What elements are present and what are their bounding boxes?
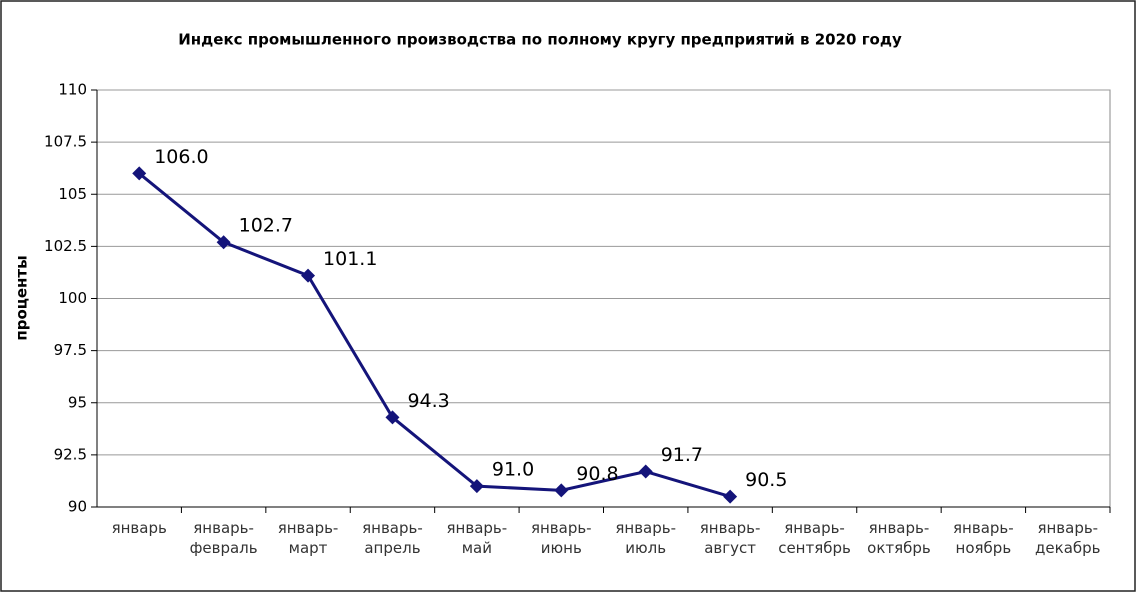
y-tick-label: 102.5: [44, 237, 87, 255]
x-tick-label: январь-апрель: [362, 519, 423, 557]
data-point: [554, 483, 569, 498]
x-tick-label: январь-март: [277, 519, 339, 557]
data-label: 91.0: [492, 459, 534, 481]
data-label: 106.0: [154, 146, 208, 168]
x-tick-label: январь-май: [446, 519, 508, 557]
data-point: [638, 464, 653, 479]
x-tick-label: январь-октябрь: [867, 519, 931, 557]
x-tick-label: январь-июль: [615, 519, 677, 557]
y-tick-label: 110: [58, 81, 87, 99]
y-tick-label: 97.5: [54, 341, 87, 359]
x-tick-label: январь-февраль: [189, 519, 258, 557]
x-tick-label: январь-август: [699, 519, 761, 557]
y-tick-label: 95: [68, 393, 87, 411]
data-line: [138, 172, 731, 499]
x-tick-label: январь-ноябрь: [953, 519, 1014, 557]
y-tick-label: 100: [58, 289, 87, 307]
data-label: 102.7: [239, 215, 293, 237]
x-tick-label: январь-декабрь: [1035, 519, 1101, 557]
y-tick-label: 90: [68, 498, 87, 516]
x-tick-label: январь-июнь: [530, 519, 592, 557]
data-label: 94.3: [407, 390, 449, 412]
data-point: [132, 166, 147, 181]
y-tick-label: 105: [58, 185, 87, 203]
data-point: [216, 235, 231, 250]
y-tick-label: 107.5: [44, 133, 87, 151]
x-tick-label: январь-сентябрь: [778, 519, 851, 557]
data-point: [301, 268, 316, 283]
data-point: [723, 489, 738, 504]
y-tick-label: 92.5: [54, 445, 87, 463]
data-label: 91.7: [661, 444, 703, 466]
data-label: 101.1: [323, 248, 377, 270]
data-point: [385, 410, 400, 425]
x-tick-label: январь: [111, 519, 167, 537]
data-label: 90.8: [576, 463, 618, 485]
data-point: [469, 479, 484, 494]
data-label: 90.5: [745, 469, 787, 491]
chart-title: Индекс промышленного производства по пол…: [178, 31, 902, 49]
y-axis-title: проценты: [13, 255, 31, 340]
